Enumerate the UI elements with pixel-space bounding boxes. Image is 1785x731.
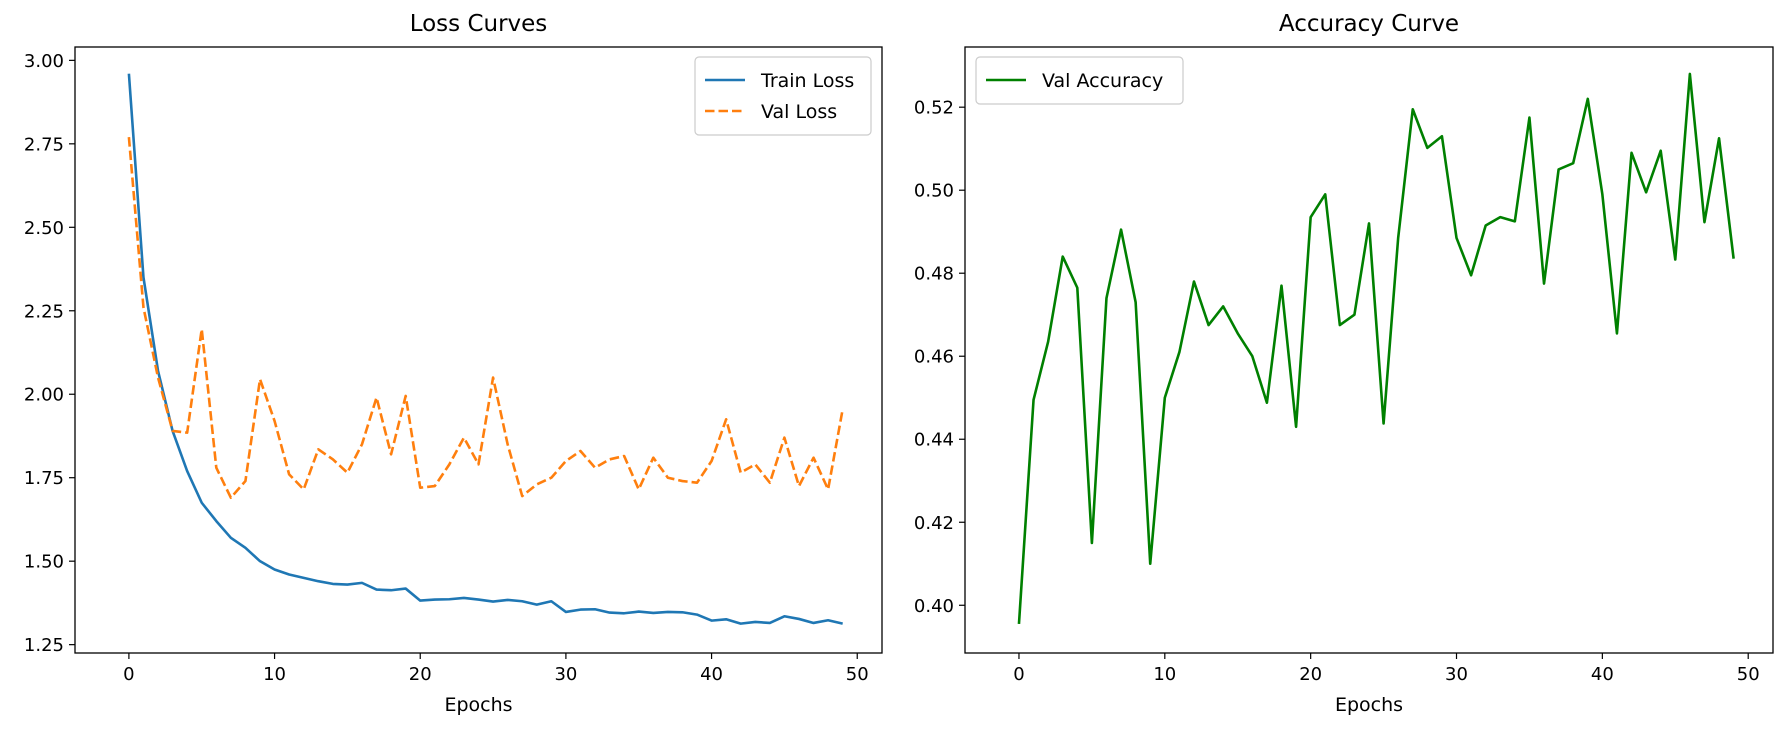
loss-x-tick-label: 50 <box>846 664 869 685</box>
loss-y-tick-label: 1.50 <box>24 552 64 573</box>
loss-chart-title: Loss Curves <box>410 11 548 37</box>
loss-x-tick-label: 30 <box>554 664 577 685</box>
acc-y-tick-label: 0.50 <box>914 181 954 202</box>
acc-legend: Val Accuracy <box>975 56 1184 105</box>
acc-x-tick-label: 40 <box>1591 664 1614 685</box>
loss-y-tick-label: 2.50 <box>24 218 64 239</box>
loss-legend-label-train-loss: Train Loss <box>760 70 854 92</box>
loss-y-tick-label: 2.75 <box>24 134 64 155</box>
acc-y-tick-label: 0.48 <box>914 264 954 285</box>
loss-y-tick-label: 3.00 <box>24 51 64 72</box>
loss-x-tick-label: 20 <box>409 664 432 685</box>
loss-y-tick-label: 2.00 <box>24 385 64 406</box>
loss-chart: 0 10 20 30 40 50 1.25 1.50 1.75 2.00 2.25 2.50 2.75 3… <box>24 11 883 716</box>
acc-y-tick-label: 0.44 <box>914 430 954 451</box>
loss-x-tick-label: 10 <box>263 664 286 685</box>
acc-x-tick-label: 30 <box>1445 664 1468 685</box>
loss-legend: Train Loss Val Loss <box>694 56 872 136</box>
acc-axes-frame <box>964 46 1774 654</box>
acc-y-tick-label: 0.52 <box>914 98 954 119</box>
acc-y-tick-label: 0.40 <box>914 596 954 617</box>
loss-y-tick-label: 2.25 <box>24 301 64 322</box>
loss-y-tick-label: 1.25 <box>24 635 64 656</box>
acc-x-tick-label: 10 <box>1153 664 1176 685</box>
acc-legend-label-val-accuracy: Val Accuracy <box>1042 70 1163 92</box>
loss-x-tick-label: 40 <box>700 664 723 685</box>
acc-x-axis-label: Epochs <box>1335 694 1403 716</box>
acc-y-tick-label: 0.42 <box>914 513 954 534</box>
loss-legend-label-val-loss: Val Loss <box>761 101 837 123</box>
loss-axes-frame <box>74 46 883 654</box>
acc-x-tick-label: 0 <box>1013 664 1024 685</box>
loss-series-val-loss <box>127 137 844 500</box>
acc-chart-title: Accuracy Curve <box>1279 11 1459 37</box>
loss-legend-box <box>694 56 872 136</box>
loss-x-axis-label: Epochs <box>444 694 512 716</box>
acc-x-tick-label: 20 <box>1299 664 1322 685</box>
accuracy-chart: 0 10 20 30 40 50 0.40 0.42 0.44 0.46 0.48 0.50 0.52 A… <box>914 11 1774 716</box>
acc-series-val-accuracy <box>1017 72 1735 625</box>
loss-x-tick-label: 0 <box>123 664 134 685</box>
acc-x-tick-label: 50 <box>1737 664 1760 685</box>
acc-y-tick-label: 0.46 <box>914 347 954 368</box>
loss-series-train-loss <box>127 73 843 625</box>
loss-y-tick-label: 1.75 <box>24 468 64 489</box>
acc-legend-box <box>975 56 1184 105</box>
